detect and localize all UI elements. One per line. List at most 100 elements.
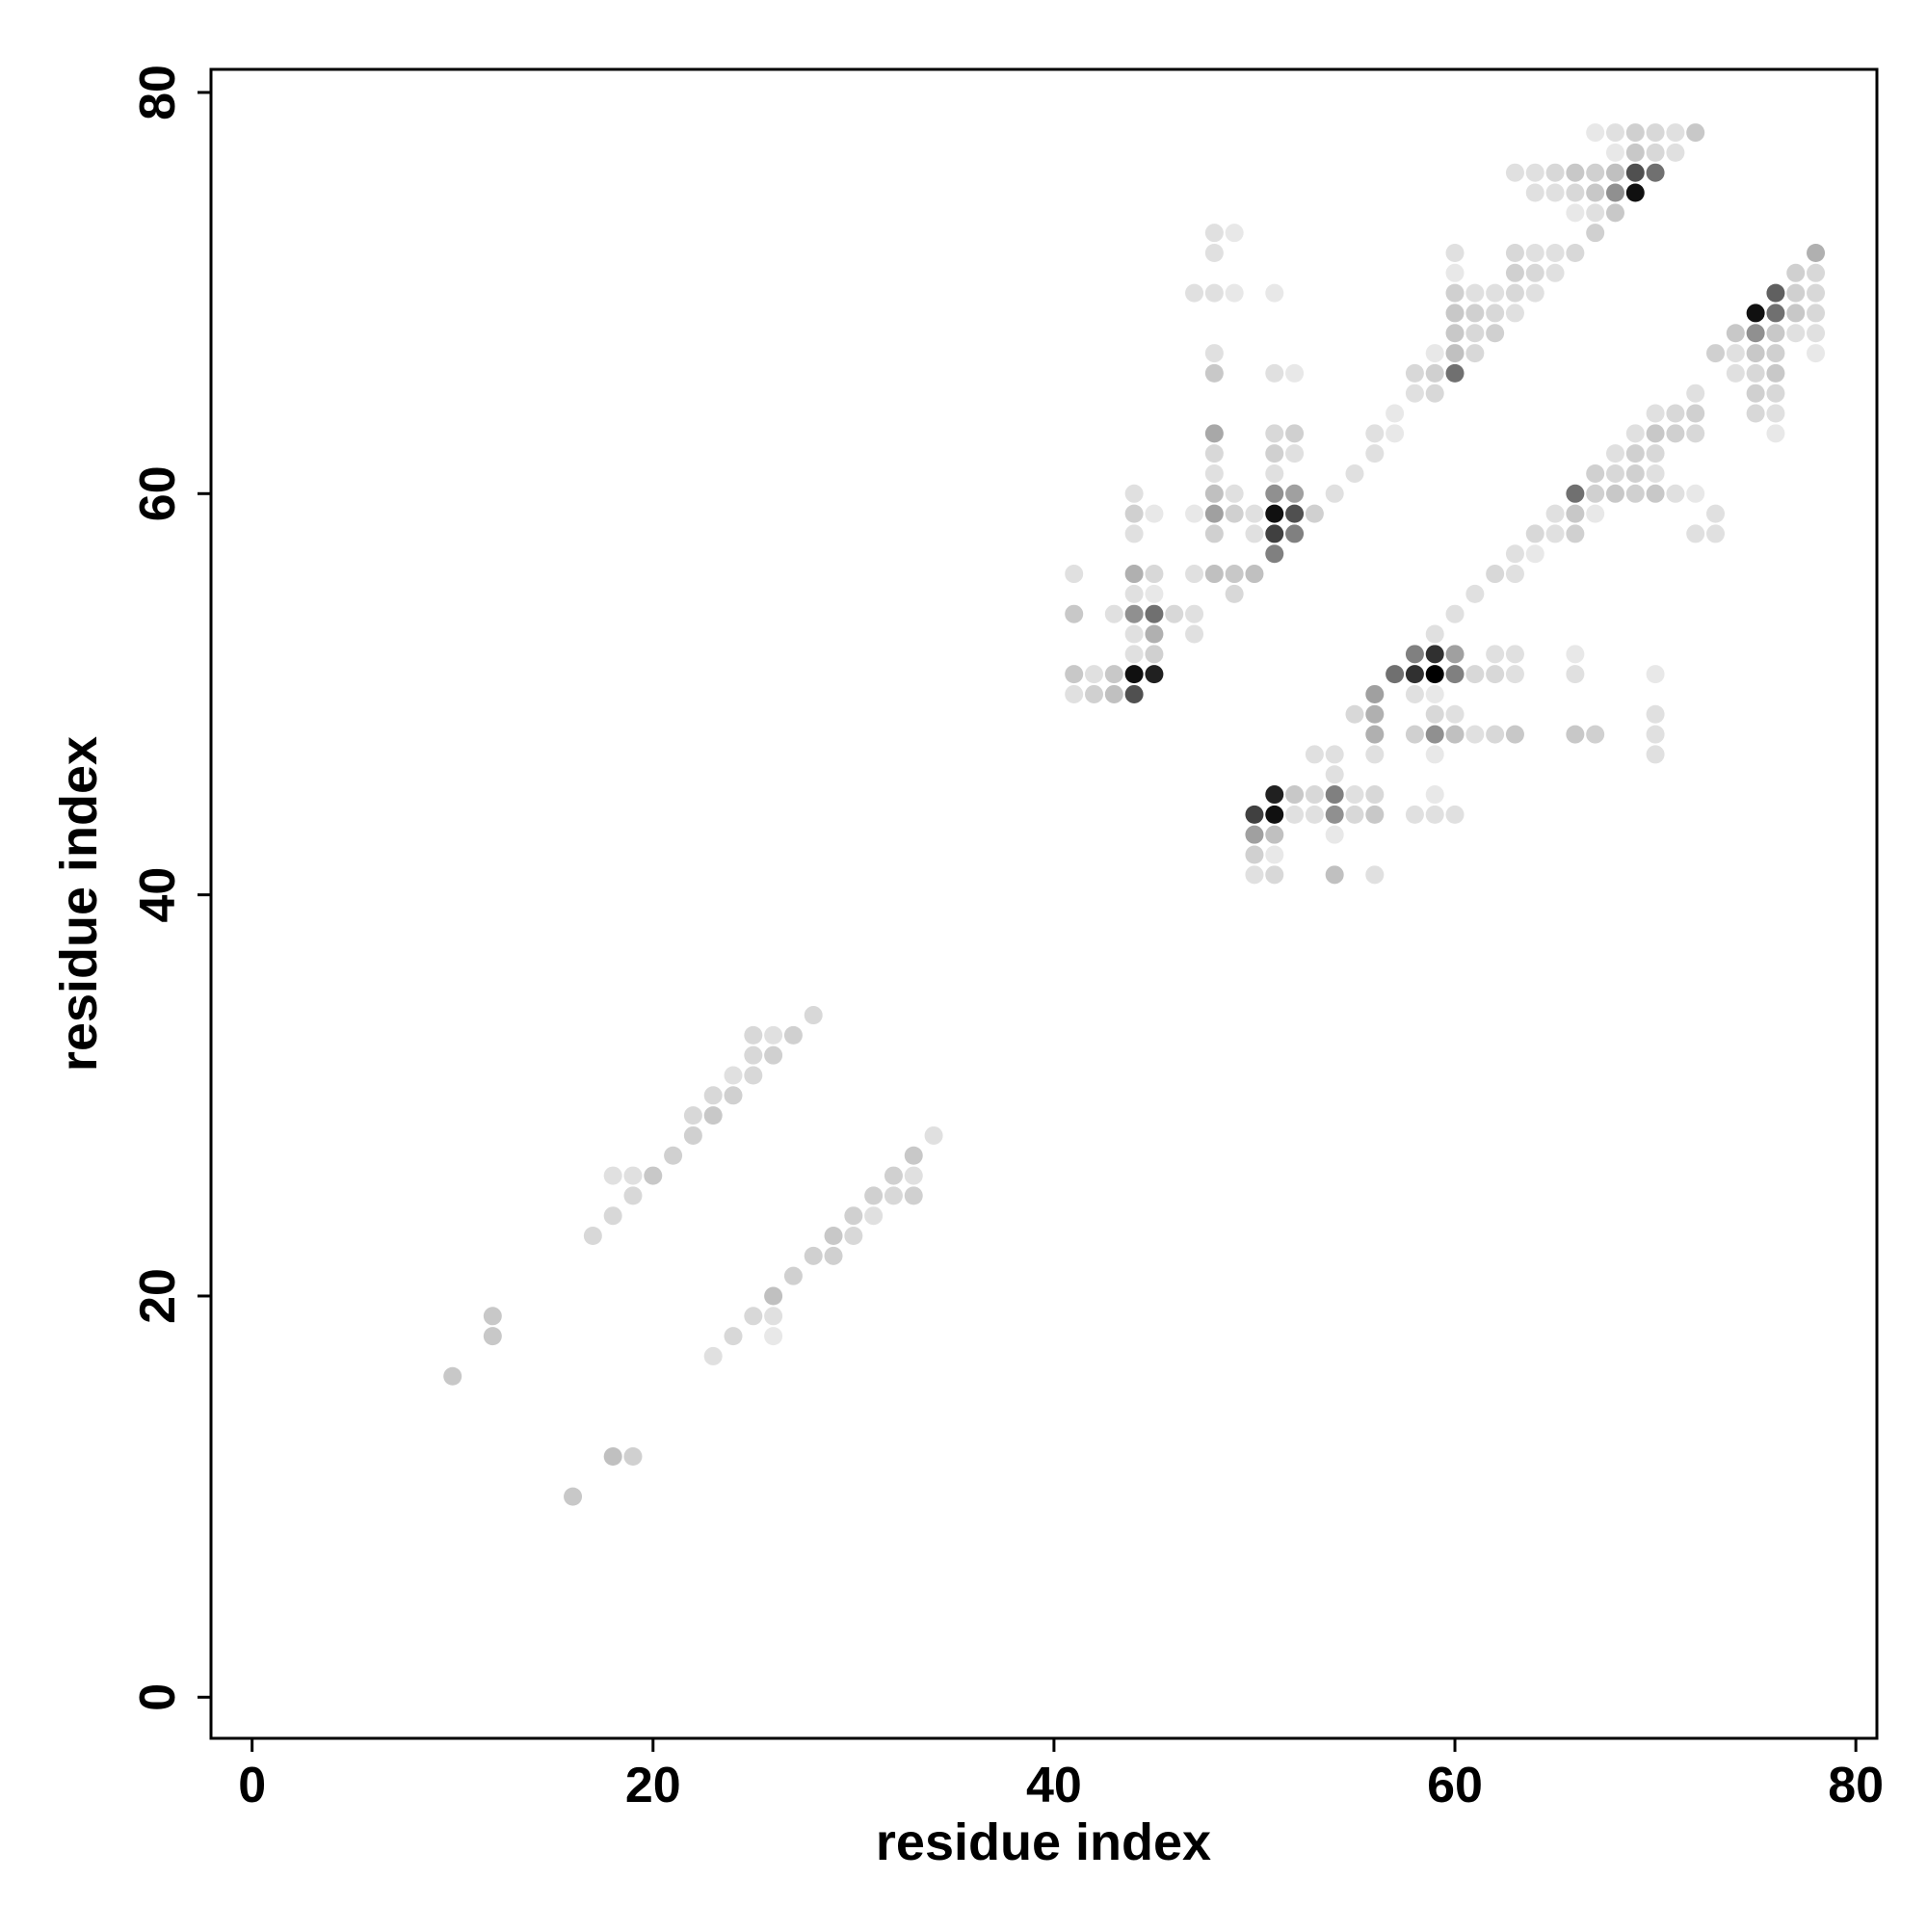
contact-point <box>483 1307 502 1326</box>
contact-point <box>1145 665 1164 684</box>
contact-point <box>583 1227 602 1246</box>
contact-point <box>1486 645 1505 664</box>
contact-point <box>1265 424 1284 443</box>
contact-point <box>1445 805 1465 824</box>
contact-point <box>1686 424 1705 443</box>
contact-point <box>664 1146 683 1165</box>
contact-point <box>1465 344 1485 363</box>
contact-point <box>1566 163 1585 182</box>
contact-point <box>764 1286 783 1306</box>
contact-point <box>1646 665 1665 684</box>
contact-point <box>1525 283 1544 303</box>
contact-point <box>1425 344 1444 363</box>
contact-point <box>1625 143 1645 162</box>
contact-point <box>1807 344 1826 363</box>
contact-point <box>1405 384 1424 403</box>
contact-point <box>1305 745 1324 764</box>
contact-point <box>1124 624 1144 644</box>
contact-point <box>1204 565 1224 584</box>
contact-point <box>1365 745 1385 764</box>
contact-point <box>1185 604 1204 623</box>
contact-point <box>603 1206 622 1226</box>
contact-point <box>1425 624 1444 644</box>
contact-point <box>1465 304 1485 323</box>
contact-point <box>1545 524 1565 543</box>
contact-point <box>1445 363 1465 383</box>
plot-frame <box>209 67 1879 1740</box>
contact-point <box>1545 504 1565 523</box>
contact-point <box>483 1327 502 1346</box>
contact-point <box>1666 404 1685 423</box>
contact-point <box>1265 865 1284 885</box>
contact-point <box>1305 504 1324 523</box>
contact-point <box>1486 283 1505 303</box>
contact-point <box>1145 565 1164 584</box>
contact-point <box>744 1307 763 1326</box>
contact-point <box>1145 645 1164 664</box>
contact-point <box>1505 263 1524 282</box>
contact-point <box>603 1447 622 1467</box>
contact-point <box>1605 463 1624 483</box>
contact-point <box>1425 645 1444 664</box>
contact-point <box>1666 484 1685 503</box>
contact-point <box>1124 504 1144 523</box>
contact-point <box>1365 704 1385 724</box>
contact-point <box>1646 404 1665 423</box>
contact-point <box>724 1327 743 1346</box>
contact-point <box>1124 684 1144 703</box>
contact-point <box>783 1266 803 1285</box>
contact-point <box>1566 665 1585 684</box>
contact-point <box>1586 183 1605 202</box>
contact-point <box>884 1166 903 1185</box>
contact-point <box>1505 645 1524 664</box>
contact-point <box>1124 645 1144 664</box>
contact-point <box>1646 424 1665 443</box>
contact-point <box>1766 384 1785 403</box>
contact-point <box>1566 645 1585 664</box>
contact-point <box>1185 565 1204 584</box>
contact-point <box>1405 725 1424 744</box>
contact-point <box>1486 725 1505 744</box>
contact-point <box>1145 584 1164 603</box>
contact-point <box>1666 143 1685 162</box>
contact-point <box>1445 665 1465 684</box>
contact-point <box>1065 565 1084 584</box>
contact-point <box>1445 604 1465 623</box>
contact-point <box>1525 544 1544 564</box>
contact-point <box>1525 163 1544 182</box>
contact-point <box>1386 404 1405 423</box>
contact-point <box>1265 805 1284 824</box>
contact-point <box>1365 684 1385 703</box>
contact-point <box>1124 604 1144 623</box>
contact-point <box>1425 665 1444 684</box>
contact-point <box>1766 424 1785 443</box>
contact-point <box>1365 444 1385 463</box>
contact-point <box>1525 263 1544 282</box>
contact-point <box>1505 283 1524 303</box>
x-tick-label: 40 <box>1026 1758 1082 1813</box>
contact-point <box>1285 424 1305 443</box>
contact-point <box>1766 344 1785 363</box>
contact-point <box>1245 825 1264 844</box>
contact-point <box>1325 825 1344 844</box>
contact-point <box>1786 283 1806 303</box>
contact-point <box>1204 504 1224 523</box>
contact-point <box>1766 304 1785 323</box>
contact-point <box>1065 684 1084 703</box>
contact-point <box>1285 785 1305 805</box>
contact-point <box>1465 584 1485 603</box>
contact-point <box>1807 324 1826 343</box>
contact-point <box>1445 725 1465 744</box>
contact-point <box>1265 524 1284 543</box>
contact-point <box>924 1125 943 1145</box>
contact-point <box>1204 424 1224 443</box>
contact-point <box>1605 163 1624 182</box>
contact-point <box>1065 665 1084 684</box>
contact-point <box>1325 865 1344 885</box>
contact-point <box>1085 665 1104 684</box>
contact-point <box>1706 344 1726 363</box>
contact-point <box>764 1045 783 1065</box>
contact-point <box>904 1166 923 1185</box>
contact-point <box>1085 684 1104 703</box>
contact-point <box>1124 665 1144 684</box>
